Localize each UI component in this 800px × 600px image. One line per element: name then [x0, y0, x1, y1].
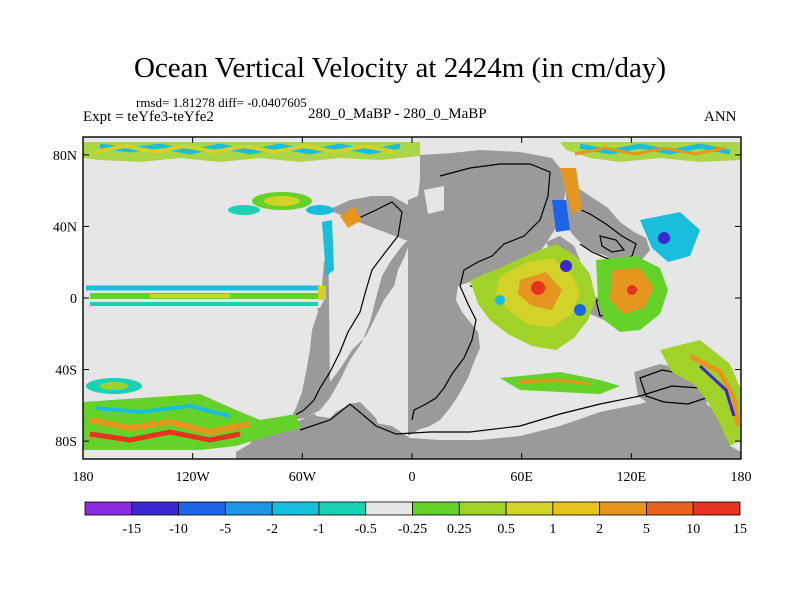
lon-tick-label: 60W — [289, 470, 317, 485]
colorbar-swatch — [552, 501, 601, 516]
lon-tick-label: 180 — [73, 470, 94, 485]
colorbar-swatch — [646, 501, 694, 516]
map-area — [82, 136, 742, 460]
lat-tick-label: 80N — [53, 149, 77, 164]
inland-sea — [424, 186, 444, 214]
lon-tick-label: 60E — [510, 470, 533, 485]
lon-tick-label: 120E — [617, 470, 647, 485]
colorbar-swatch — [692, 501, 741, 516]
colorbar-swatch — [458, 501, 507, 516]
colorbar-swatch — [131, 501, 179, 516]
plot-title: Ocean Vertical Velocity at 2424m (in cm/… — [133, 52, 667, 84]
colorbar-swatch — [271, 501, 320, 516]
lon-tick-label: 120W — [176, 470, 211, 485]
colorbar-swatch — [599, 501, 647, 516]
colorbar: -15 -10 -5 -2 -1 -0.5 -0.25 0.25 0.5 1 2 5 10 15 — [84, 501, 747, 537]
land-antarctica — [236, 392, 741, 459]
colorbar-label: -5 — [220, 522, 232, 537]
colorbar-label: 10 — [686, 522, 700, 537]
land-india — [602, 226, 632, 254]
colorbar-label: 5 — [643, 522, 650, 537]
colorbar-label: -2 — [266, 522, 278, 537]
colorbar-swatch — [84, 501, 133, 516]
colorbar-swatch — [505, 501, 554, 516]
colorbar-label: 2 — [596, 522, 603, 537]
latitude-axis: 80N 40N 0 40S 80S — [53, 149, 741, 450]
colorbar-label: -1 — [313, 522, 325, 537]
land-west-coast — [290, 218, 330, 420]
colorbar-label: 15 — [733, 522, 747, 537]
colorbar-swatch — [318, 501, 367, 516]
colorbar-swatch — [412, 501, 460, 516]
land-africa — [408, 150, 566, 436]
colorbar-label: -0.5 — [355, 522, 377, 537]
colorbar-label: 0.5 — [497, 522, 515, 537]
colorbar-label: -0.25 — [398, 522, 427, 537]
velocity-field — [83, 142, 741, 450]
colorbar-swatch — [224, 501, 273, 516]
stats-text: rmsd= 1.81278 diff= -0.0407605 — [136, 95, 307, 110]
lat-tick-label: 0 — [70, 292, 77, 307]
lat-tick-label: 80S — [55, 435, 77, 450]
lon-tick-label: 180 — [731, 470, 752, 485]
colorbar-label: 1 — [549, 522, 556, 537]
lat-tick-label: 40S — [55, 364, 77, 379]
case-label: 280_0_MaBP - 280_0_MaBP — [308, 106, 487, 122]
colorbar-label: -10 — [169, 522, 188, 537]
colorbar-label: 0.25 — [447, 522, 472, 537]
colorbar-label: -15 — [122, 522, 141, 537]
experiment-label: Expt = teYfe3-teYfe2 — [83, 109, 214, 125]
longitude-axis: 180 120W 60W 0 60E 120E 180 — [73, 137, 752, 485]
lon-tick-label: 0 — [409, 470, 416, 485]
colorbar-swatch — [178, 501, 226, 516]
lat-tick-label: 40N — [53, 220, 77, 235]
colorbar-swatch — [365, 501, 413, 516]
season-label: ANN — [704, 109, 737, 125]
